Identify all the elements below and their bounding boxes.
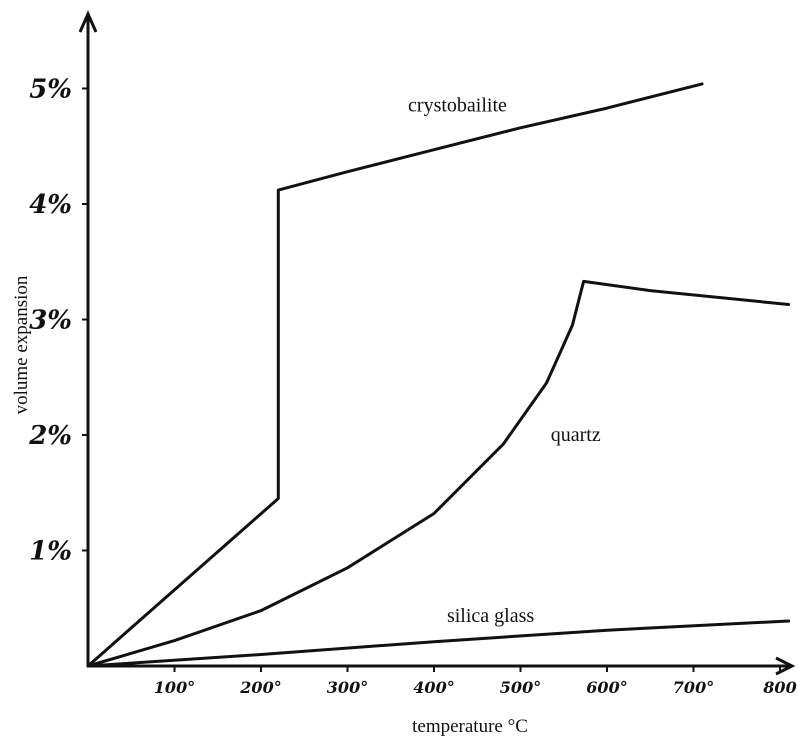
x-tick-label: 500°: [500, 678, 541, 697]
series-label-crystobailite: crystobailite: [408, 95, 507, 117]
x-tick-label: 400°: [413, 678, 454, 697]
y-tick-label: 4%: [29, 190, 72, 220]
series-layer: [86, 82, 791, 668]
y-axis-title: volume expansion: [11, 275, 32, 414]
series-labels: crystobailite quartz silica glass: [408, 95, 601, 628]
series-label-quartz: quartz: [551, 424, 601, 446]
axes: [78, 10, 796, 676]
x-tick-label: 800: [762, 678, 796, 697]
series-line-silica-glass: [86, 619, 791, 668]
y-axis-arrow: [78, 10, 98, 33]
x-tick-label: 700°: [673, 678, 714, 697]
x-tick-label: 200°: [239, 678, 281, 697]
x-axis-title: temperature °C: [412, 716, 528, 737]
series-line-quartz: [86, 279, 791, 668]
y-tick-label: 5%: [29, 75, 72, 105]
y-tick-label: 2%: [28, 421, 72, 451]
x-tick-label: 600°: [586, 678, 627, 697]
series-label-silica-glass: silica glass: [447, 605, 534, 627]
x-tick-label: 100°: [154, 678, 195, 697]
y-tick-label: 1%: [29, 537, 72, 567]
x-axis-arrow: [775, 656, 796, 676]
series-line-crystobailite: [86, 82, 704, 668]
x-tick-label: 300°: [327, 678, 368, 697]
y-tick-label: 3%: [29, 306, 72, 336]
ticks: 100° 200° 300° 400° 500° 600° 700° 800 1% 2% 3% 4% 5…: [28, 75, 797, 698]
